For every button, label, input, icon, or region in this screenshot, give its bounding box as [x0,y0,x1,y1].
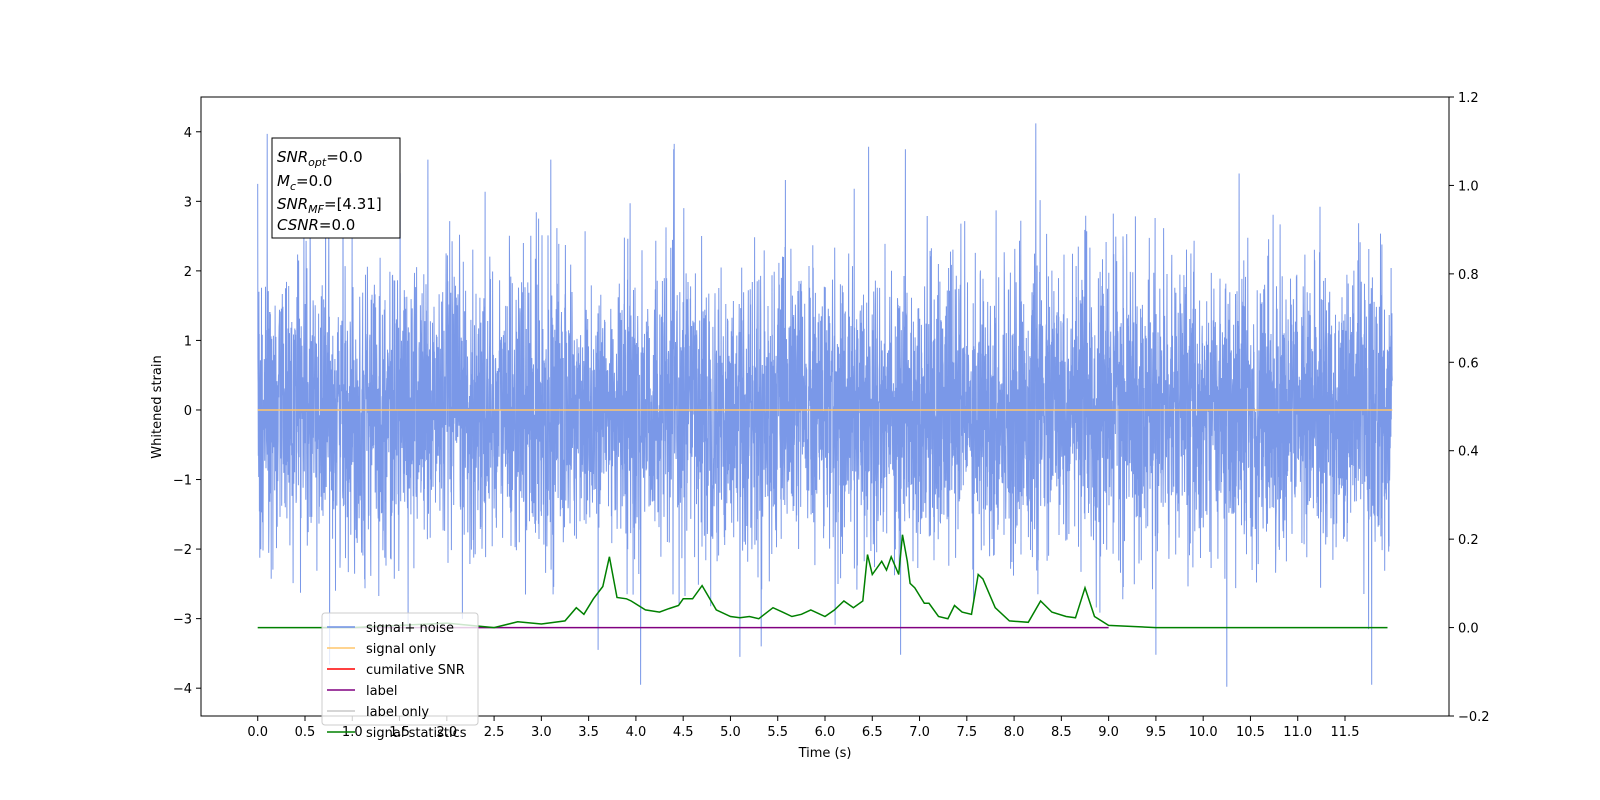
x-axis: 0.0 0.5 1.0 1.5 2.0 2.5 3.0 3.5 4.0 4.5 5.0 5.5 6.0 6… [247,716,1359,740]
x-tick-label: 9.5 [1146,725,1167,740]
y-tick-label-left: −1 [173,474,192,489]
x-axis-label: Time (s) [798,746,852,761]
y-tick-label-left: 2 [184,265,192,280]
x-tick-label: 3.0 [531,725,552,740]
legend-label: cumilative SNR [366,663,465,678]
signal-statistics-line [257,534,1388,629]
mc-value: =0.0 [296,172,332,190]
y-tick-label-right: 0.6 [1458,356,1479,371]
legend-label: label only [366,705,429,720]
x-tick-label: 10.0 [1189,725,1218,740]
y-tick-label-right: 0.0 [1458,622,1479,637]
svg-text:SNRMF=[4.31]: SNRMF=[4.31] [277,195,382,216]
signal-plus-noise-line [257,123,1393,687]
svg-text:Mc=0.0: Mc=0.0 [277,172,332,193]
legend-label: label [366,684,397,699]
svg-text:CSNR=0.0: CSNR=0.0 [277,216,355,234]
x-tick-label: 1.5 [389,725,410,740]
x-tick-label: 5.0 [720,725,741,740]
y-tick-label-left: 0 [184,404,192,419]
y-axis-label: Whitened strain [150,355,165,458]
x-tick-label: 0.5 [295,725,316,740]
y-tick-label-right: −0.2 [1458,710,1490,725]
x-tick-label: 2.0 [436,725,457,740]
legend-label: signal+ noise [366,621,454,636]
y-tick-label-right: 1.0 [1458,179,1479,194]
y-tick-label-right: 0.4 [1458,445,1479,460]
y-tick-label-right: 0.8 [1458,268,1479,283]
x-tick-label: 6.0 [815,725,836,740]
x-tick-label: 3.5 [578,725,599,740]
x-tick-label: 11.5 [1331,725,1360,740]
x-tick-label: 11.0 [1283,725,1312,740]
y-tick-label-left: 3 [184,195,192,210]
x-tick-label: 4.0 [626,725,647,740]
x-tick-label: 9.0 [1098,725,1119,740]
svg-text:SNRopt=0.0: SNRopt=0.0 [277,148,363,169]
y-tick-label-left: −3 [173,613,192,628]
y-axis-right: 1.2 1.0 0.8 0.6 0.4 0.2 0.0 −0.2 [1449,91,1490,725]
signal-plus-noise-series [257,123,1393,687]
legend: signal+ noise signal only cumilative SNR la… [321,612,479,741]
y-tick-label-left: −2 [173,543,192,558]
y-tick-label-left: 4 [184,126,192,141]
y-tick-label-left: −4 [173,682,192,697]
x-tick-label: 0.0 [247,725,268,740]
x-tick-label: 8.0 [1004,725,1025,740]
snr-annotation-box: SNRopt=0.0 Mc=0.0 SNRMF=[4.31] CSNR=0.0 [271,137,401,239]
x-tick-label: 5.5 [767,725,788,740]
y-tick-label-right: 0.2 [1458,533,1479,548]
snr-opt-value: =0.0 [326,148,362,166]
legend-label: signal only [366,642,436,657]
x-tick-label: 10.5 [1236,725,1265,740]
snr-mf-value: =[4.31] [324,195,382,213]
x-tick-label: 8.5 [1051,725,1072,740]
y-tick-label-left: 1 [184,334,192,349]
y-tick-label-right: 1.2 [1458,91,1479,106]
x-tick-label: 4.5 [673,725,694,740]
x-tick-label: 7.5 [956,725,977,740]
y-axis-left: 4 3 2 1 0 −1 −2 −3 −4 [173,126,201,697]
csnr-value: =0.0 [319,216,355,234]
legend-label: signal statistics [366,726,467,741]
x-tick-label: 7.0 [909,725,930,740]
x-tick-label: 6.5 [862,725,883,740]
x-tick-label: 2.5 [484,725,505,740]
